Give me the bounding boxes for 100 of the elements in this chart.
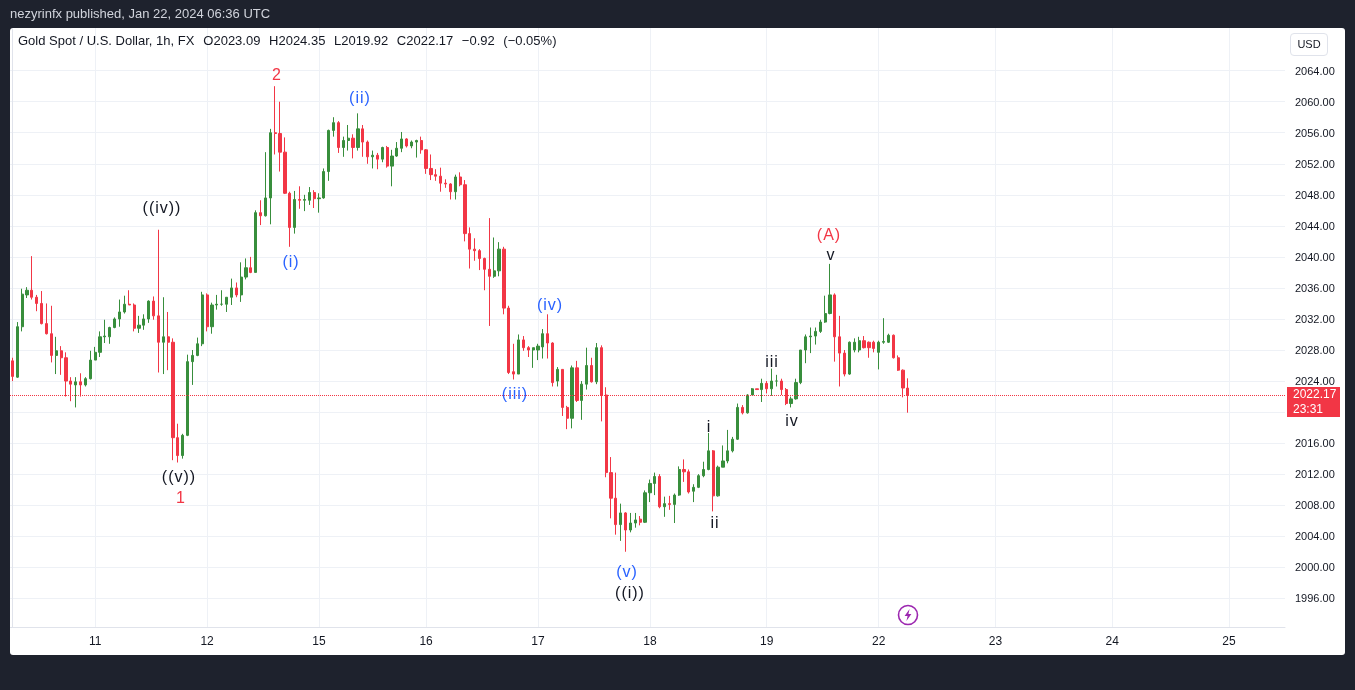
candlestick: [629, 512, 632, 533]
chart-title: Gold Spot / U.S. Dollar, 1h, FX: [18, 33, 195, 48]
candlestick: [619, 503, 622, 542]
annotation: v: [826, 246, 836, 263]
candlestick: [50, 305, 53, 363]
candlestick: [181, 433, 184, 460]
candlestick: [89, 350, 92, 380]
candlestick: [40, 290, 43, 325]
candlestick: [858, 336, 861, 353]
candlestick: [405, 137, 408, 148]
candlestick: [692, 483, 695, 503]
candlestick: [186, 354, 189, 437]
candlestick: [342, 136, 345, 158]
candlestick: [327, 129, 330, 182]
x-tick-label: 12: [200, 634, 215, 648]
candlestick: [206, 292, 209, 332]
candlestick: [741, 404, 744, 415]
candlestick: [410, 140, 413, 149]
candlestick: [356, 112, 360, 152]
candlestick: [113, 316, 116, 329]
x-tick-label: 11: [88, 634, 102, 648]
candlestick: [259, 199, 262, 226]
candlestick: [551, 341, 554, 387]
candlestick: [522, 335, 525, 352]
candlestick: [366, 140, 369, 165]
y-tick-label: 2012.00: [1295, 468, 1335, 481]
candlestick: [580, 380, 583, 421]
candlestick: [35, 294, 38, 312]
candlestick: [833, 292, 836, 363]
candlestick: [118, 299, 121, 328]
candlestick: [347, 124, 350, 152]
candlestick: [590, 357, 593, 384]
candlestick: [196, 337, 199, 357]
candlestick: [678, 465, 681, 497]
candlestick: [264, 151, 267, 218]
candlestick: [497, 241, 501, 277]
candlestick: [707, 432, 710, 471]
candlestick: [668, 495, 671, 511]
annotation: (v): [616, 563, 638, 580]
annotation: (i): [282, 253, 300, 270]
y-tick-label: 2060.00: [1295, 95, 1335, 108]
annotation: (iii): [501, 385, 529, 402]
candlestick: [269, 128, 272, 225]
candlestick: [147, 299, 150, 324]
y-tick-label: 2004.00: [1295, 530, 1335, 543]
annotation: ((iv)): [142, 199, 182, 216]
candlestick: [595, 342, 598, 385]
candlestick: [55, 336, 58, 375]
candlestick: [439, 167, 442, 193]
y-tick-label: 2036.00: [1295, 281, 1335, 294]
candlestick: [201, 291, 204, 347]
candlestick: [517, 333, 520, 375]
candlestick: [624, 511, 627, 553]
x-tick-label: 16: [419, 634, 434, 648]
candlestick: [157, 229, 160, 373]
candlestick: [74, 376, 77, 408]
candlestick: [838, 315, 841, 387]
annotation: (ii): [349, 89, 371, 106]
y-tick-label: 2040.00: [1295, 250, 1335, 263]
x-tick-label: 19: [760, 634, 774, 648]
candlestick: [712, 449, 715, 512]
candlestick: [556, 366, 559, 387]
candlestick: [746, 393, 749, 415]
candlestick: [249, 256, 252, 274]
candlestick: [673, 493, 676, 524]
candlestick: [697, 473, 700, 489]
candlestick: [473, 237, 476, 262]
candlestick: [887, 333, 890, 344]
chart-subtitle: O2023.09 H2024.35 L2019.92 C2022.17 −0.92 (−0.05%): [203, 33, 557, 48]
candlestick: [449, 182, 452, 200]
candlestick: [45, 302, 48, 335]
candlestick: [454, 174, 457, 200]
candlestick: [848, 340, 851, 376]
candlestick: [570, 365, 574, 429]
x-tick-label: 25: [1222, 634, 1237, 648]
annotation: ii: [710, 514, 720, 531]
x-tick-label: 15: [312, 634, 327, 648]
candlestick: [770, 368, 773, 397]
candlestick: [760, 378, 763, 403]
candlestick: [444, 178, 447, 189]
y-tick-label: 2032.00: [1295, 312, 1335, 325]
candlestick: [220, 289, 223, 307]
candlestick: [133, 302, 136, 332]
candlestick: [225, 296, 228, 313]
candlestick: [152, 295, 155, 321]
annotation: ((i)): [615, 584, 645, 601]
y-tick-label: 2016.00: [1295, 437, 1335, 450]
candlestick: [298, 185, 301, 210]
x-tick-label: 17: [531, 634, 545, 648]
candlestick: [892, 333, 895, 360]
x-tick-label: 23: [988, 634, 1003, 648]
candlestick: [332, 116, 335, 138]
candlestick: [108, 326, 111, 345]
annotation: i: [706, 418, 712, 435]
y-tick-label: 2024.00: [1295, 375, 1335, 388]
candlestick: [11, 357, 14, 382]
candlestick: [361, 124, 364, 158]
candlestick: [566, 405, 569, 430]
annotation: (iv): [536, 296, 564, 313]
y-tick-label: 2044.00: [1295, 219, 1335, 232]
